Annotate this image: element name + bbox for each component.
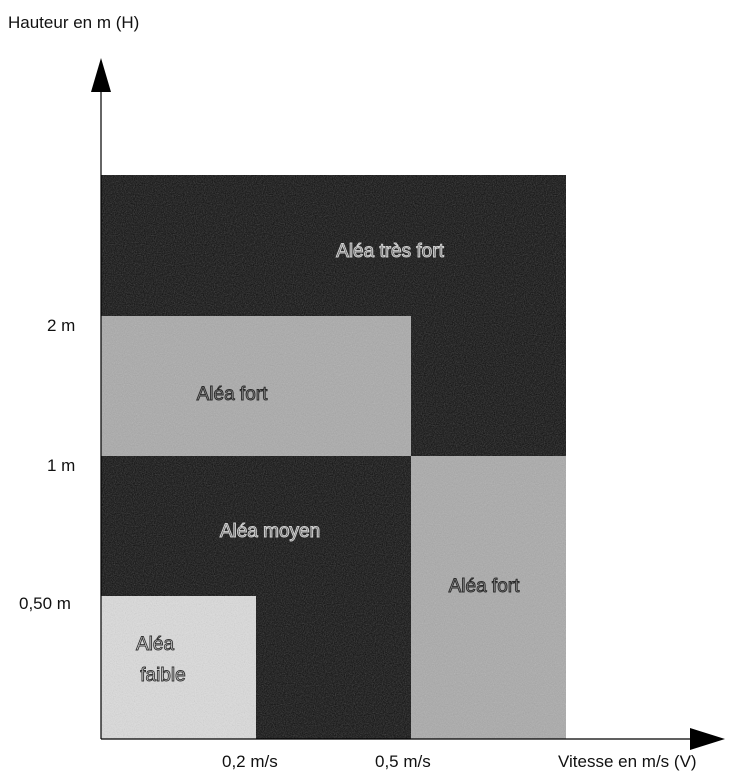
zone-label-tres-fort: Aléa très fort [336, 241, 444, 262]
x-tick-02: 0,2 m/s [222, 752, 278, 771]
zone-label-faible-line1: Aléa [136, 634, 174, 655]
texture-overlay [101, 175, 566, 739]
zone-label-fort-left: Aléa fort [197, 384, 268, 405]
y-axis-arrowhead [91, 58, 111, 92]
y-tick-1m: 1 m [47, 456, 76, 475]
x-tick-05: 0,5 m/s [375, 752, 431, 771]
zone-label-fort-right: Aléa fort [449, 576, 520, 597]
y-tick-2m: 2 m [47, 316, 76, 335]
y-tick-050m: 0,50 m [19, 594, 71, 613]
x-axis-arrowhead [690, 728, 725, 750]
zone-label-moyen: Aléa moyen [220, 521, 320, 542]
zone-label-faible-line2: faible [140, 665, 185, 686]
y-axis-title: Hauteur en m (H) [8, 13, 140, 32]
x-axis-title: Vitesse en m/s (V) [558, 752, 697, 771]
